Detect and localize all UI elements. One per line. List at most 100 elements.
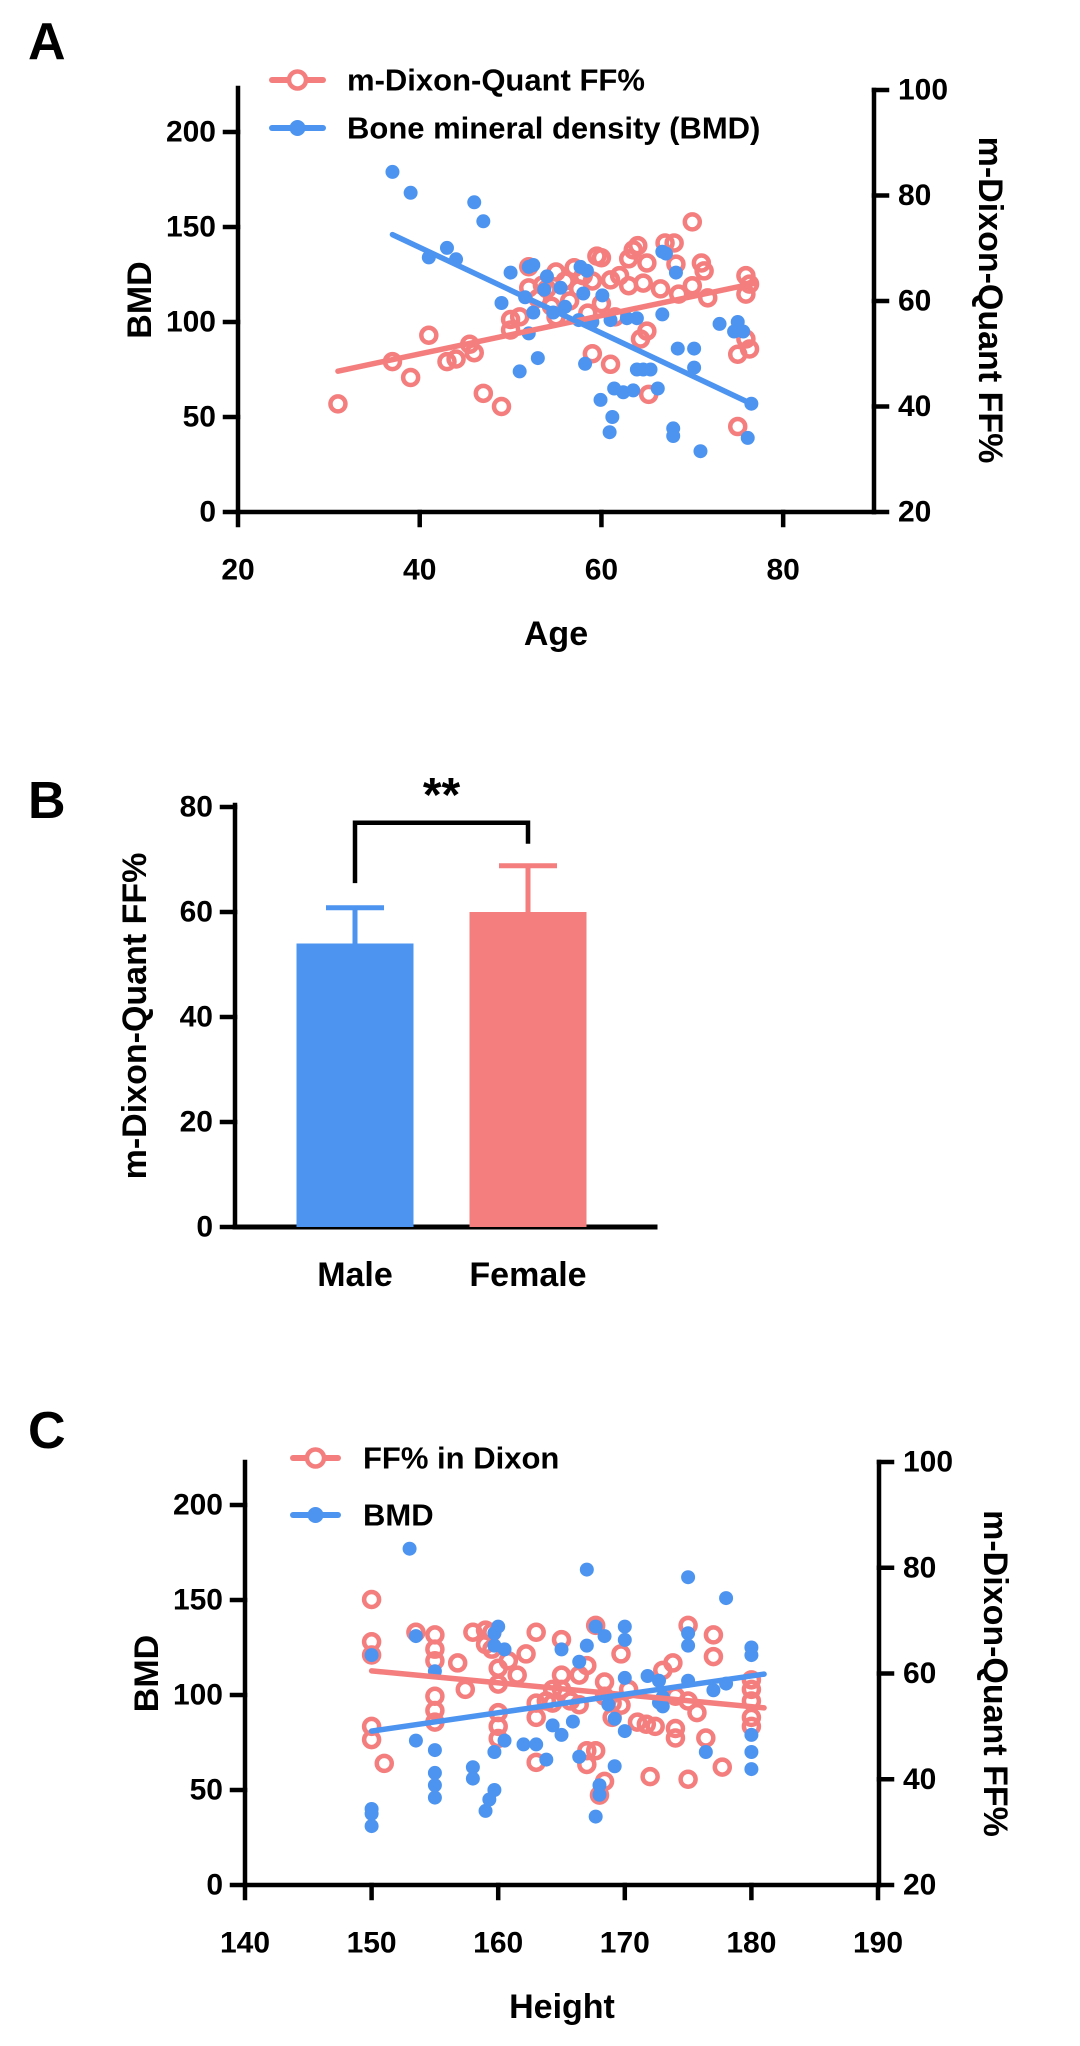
axes xyxy=(229,1459,895,1901)
data-point-filled xyxy=(427,1743,442,1758)
data-point-filled xyxy=(545,1718,560,1733)
y-left-tick-label: 200 xyxy=(173,1489,223,1522)
data-point-open xyxy=(712,1757,733,1777)
data-point-open xyxy=(696,1728,716,1748)
error-bar-female xyxy=(499,863,557,912)
data-point-open xyxy=(473,383,494,404)
data-point-filled xyxy=(744,1762,759,1777)
data-point-open xyxy=(665,1718,686,1739)
data-point-filled xyxy=(553,280,568,295)
y-left-tick-label: 0 xyxy=(206,1869,223,1902)
x-axis-title: Height xyxy=(509,1988,615,2026)
data-point-filled xyxy=(712,316,727,331)
data-point-filled xyxy=(427,1790,442,1805)
data-point-open xyxy=(425,1700,445,1721)
data-point-filled xyxy=(403,185,418,200)
legend-item: FF% in Dixon xyxy=(290,1441,559,1476)
data-point-open xyxy=(437,351,457,372)
data-point-filled xyxy=(554,1642,569,1657)
x-tick-label: 180 xyxy=(726,1927,776,1960)
data-point-filled xyxy=(619,311,634,326)
data-point-filled xyxy=(658,246,673,261)
bar-female xyxy=(469,912,587,1227)
series-bmd-points xyxy=(385,164,759,459)
data-point-open xyxy=(425,1639,445,1659)
y-axis-title: m-Dixon-Quant FF% xyxy=(116,853,154,1180)
y-right-axis-title: m-Dixon-Quant FF% xyxy=(971,137,1009,464)
data-point-filled xyxy=(736,324,751,339)
data-point-open xyxy=(628,235,648,256)
x-axis-title: Age xyxy=(524,615,588,653)
y-tick-label: 0 xyxy=(196,1211,213,1244)
data-point-filled xyxy=(530,351,545,366)
data-point-open xyxy=(637,253,657,273)
series-ff-trendline xyxy=(368,1668,767,1711)
data-point-filled xyxy=(744,1648,759,1663)
series-ff-points xyxy=(361,1589,762,1805)
y-tick-labels: 0 20 40 60 80 xyxy=(180,791,213,1244)
data-point-filled xyxy=(666,429,681,443)
y-left-tick-label: 200 xyxy=(166,116,216,149)
data-point-open xyxy=(361,1589,382,1610)
data-point-open xyxy=(507,1665,527,1685)
data-point-open xyxy=(627,1712,648,1732)
data-point-filled xyxy=(655,1699,670,1714)
data-point-open xyxy=(400,367,421,388)
data-point-filled xyxy=(529,1737,544,1752)
bar-category-label: Female xyxy=(469,1256,586,1294)
data-point-filled xyxy=(497,1733,512,1748)
data-point-filled xyxy=(687,341,702,356)
x-tick-label: 80 xyxy=(766,554,799,587)
data-point-filled xyxy=(579,1638,594,1653)
data-point-filled xyxy=(526,305,541,320)
data-point-open xyxy=(703,1646,724,1667)
y-right-tick-label: 80 xyxy=(903,1551,936,1584)
data-point-open xyxy=(739,339,760,359)
data-point-filled xyxy=(494,296,509,310)
data-point-filled xyxy=(491,1619,506,1634)
x-tick-labels: 140 150 160 170 180 190 xyxy=(220,1927,903,1960)
data-point-open xyxy=(509,307,530,327)
y-right-tick-label: 60 xyxy=(898,285,931,318)
data-point-open xyxy=(633,273,653,293)
data-point-filled xyxy=(364,1819,379,1834)
data-point-open xyxy=(582,344,603,364)
data-point-open xyxy=(446,349,466,369)
data-point-open xyxy=(577,1754,597,1775)
x-tick-label: 140 xyxy=(220,1927,270,1960)
data-point-filled xyxy=(643,362,658,377)
data-point-filled xyxy=(539,1752,554,1767)
legend: FF% in Dixon BMD xyxy=(290,1441,559,1533)
y-left-tick-labels: 0 50 100 150 200 xyxy=(173,1489,223,1902)
data-point-filled xyxy=(744,1727,759,1742)
data-point-filled xyxy=(687,360,702,375)
data-point-open xyxy=(678,1769,698,1789)
data-point-filled xyxy=(595,288,610,303)
data-point-open xyxy=(663,1653,683,1673)
data-point-filled xyxy=(572,1654,587,1669)
data-point-filled xyxy=(681,1638,696,1653)
x-tick-label: 190 xyxy=(853,1927,903,1960)
data-point-filled xyxy=(503,265,518,280)
x-tick-labels: 20 40 60 80 xyxy=(221,554,800,587)
data-point-filled xyxy=(588,1809,603,1824)
y-tick-label: 40 xyxy=(180,1001,213,1034)
y-right-tick-labels: 20 40 60 80 100 xyxy=(903,1446,953,1902)
x-tick-label: 150 xyxy=(347,1927,397,1960)
data-point-open xyxy=(640,1766,660,1787)
data-point-open xyxy=(500,309,521,330)
panel-a-letter: A xyxy=(28,13,66,71)
data-point-open xyxy=(682,212,703,232)
data-point-filled xyxy=(364,1806,379,1821)
x-tick-label: 160 xyxy=(473,1927,523,1960)
data-point-filled xyxy=(427,1778,442,1793)
data-point-filled xyxy=(526,258,541,272)
y-right-tick-label: 60 xyxy=(903,1657,936,1690)
data-point-open xyxy=(361,1645,382,1665)
data-point-filled xyxy=(650,381,665,396)
y-left-tick-labels: 0 50 100 150 200 xyxy=(166,116,216,529)
data-point-filled xyxy=(558,299,573,314)
axes xyxy=(222,85,890,528)
y-left-tick-label: 0 xyxy=(199,496,216,529)
